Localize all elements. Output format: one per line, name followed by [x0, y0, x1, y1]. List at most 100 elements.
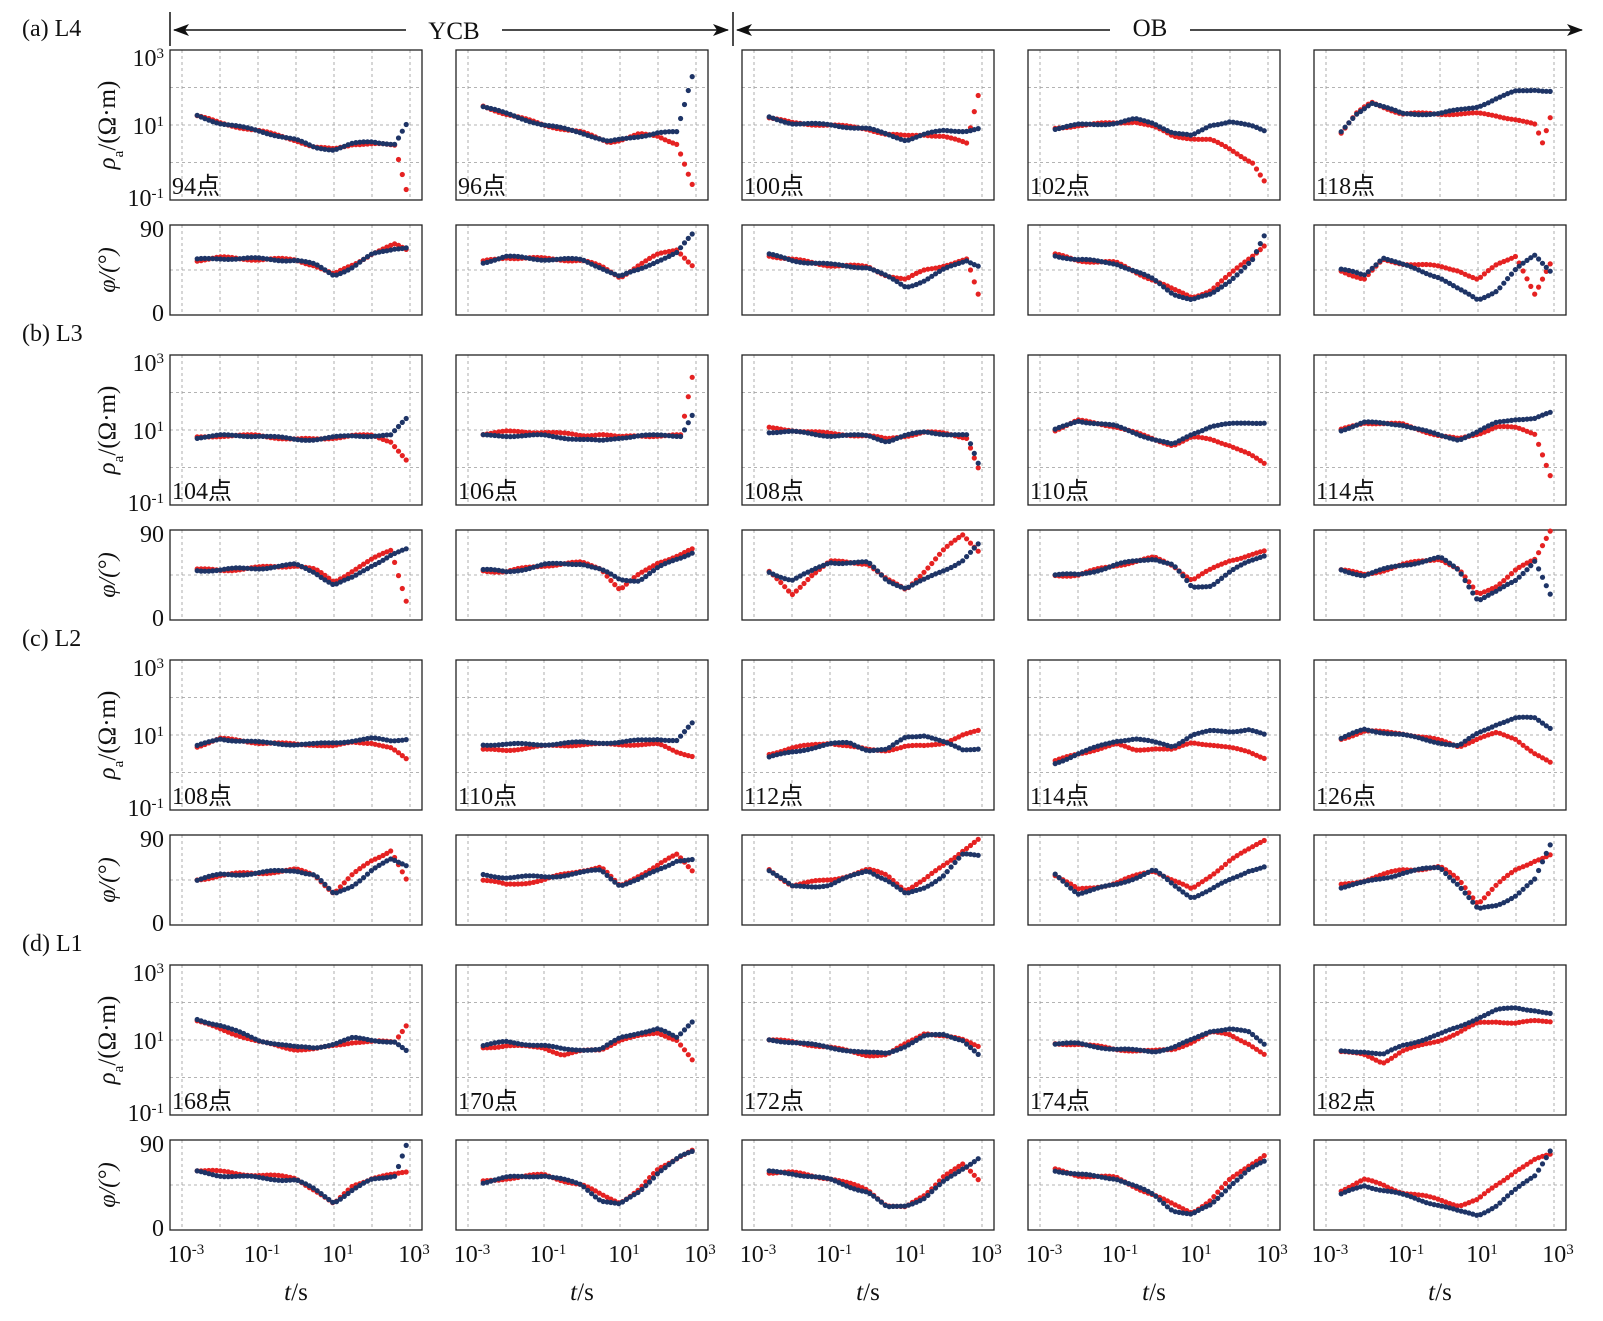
- phi-point: [384, 248, 390, 254]
- rho-point: [268, 132, 274, 138]
- rho-series-a: [1338, 1017, 1553, 1066]
- phi-point: [1215, 286, 1221, 293]
- phi-point: [1145, 273, 1151, 279]
- rho-point: [678, 433, 684, 440]
- phi-point: [399, 547, 405, 553]
- phi-point: [244, 255, 251, 261]
- rho-point: [898, 434, 904, 440]
- phi-grid: [170, 1140, 422, 1230]
- rho-point: [975, 1043, 981, 1049]
- phi-point: [917, 269, 923, 275]
- rho-point: [480, 104, 486, 110]
- rho-point: [1246, 122, 1252, 128]
- phi-point: [898, 281, 904, 287]
- phi-point: [1219, 278, 1225, 284]
- phi-point: [507, 253, 513, 259]
- rho-point: [1532, 87, 1538, 93]
- rho-tick-label: 101: [133, 724, 165, 750]
- phi-point: [206, 568, 212, 574]
- phi-point: [1536, 550, 1542, 556]
- phi-point: [534, 563, 541, 569]
- phi-point: [766, 251, 772, 257]
- rho-point: [287, 435, 293, 441]
- rho-point: [1203, 125, 1209, 131]
- phi-point: [1361, 276, 1367, 282]
- rho-point: [971, 450, 977, 456]
- panel-3-0: 168点: [169, 964, 423, 1231]
- rho-point: [225, 432, 231, 438]
- phi-point: [1462, 890, 1468, 896]
- rho-point: [789, 121, 796, 127]
- rho-point: [681, 161, 688, 167]
- phi-point: [1261, 548, 1267, 554]
- phi-point: [515, 568, 521, 574]
- rho-point: [337, 145, 343, 151]
- rho-point: [1520, 118, 1526, 124]
- phi-point: [658, 250, 664, 256]
- phi-point: [322, 267, 328, 273]
- phi-point: [1547, 842, 1553, 848]
- phi-series-b: [480, 1148, 695, 1207]
- x-axis-title: t/s: [284, 1279, 308, 1306]
- phi-point: [905, 275, 912, 281]
- rho-point: [1516, 117, 1522, 123]
- rho-point: [554, 429, 560, 436]
- phi-point: [1373, 262, 1379, 268]
- rho-point: [608, 432, 614, 438]
- phi-point: [1489, 886, 1495, 893]
- phi-point: [608, 270, 614, 276]
- rho-point: [635, 433, 641, 439]
- rho-point: [1466, 110, 1472, 116]
- phi-tick-label: 90: [140, 217, 164, 243]
- phi-point: [198, 255, 204, 262]
- rho-point: [395, 156, 402, 163]
- phi-point: [1412, 265, 1418, 271]
- rho-point: [689, 720, 695, 726]
- phi-point: [936, 551, 943, 557]
- rho-point: [678, 733, 684, 739]
- rho-point: [786, 428, 792, 434]
- phi-point: [975, 1156, 981, 1162]
- rho-point: [940, 127, 947, 133]
- rho-point: [260, 433, 266, 439]
- rho-point: [909, 430, 916, 436]
- rho-point: [357, 139, 363, 145]
- rho-point: [647, 132, 653, 138]
- phi-point: [1466, 894, 1472, 901]
- rho-point: [565, 430, 571, 436]
- phi-point: [1532, 876, 1538, 882]
- phi-point: [1404, 262, 1410, 268]
- rho-point: [871, 126, 877, 133]
- rho-series-b: [194, 1016, 409, 1053]
- phi-point: [1261, 1158, 1267, 1164]
- phi-point: [361, 568, 367, 574]
- phi-point: [384, 555, 390, 561]
- rho-point: [1261, 1041, 1267, 1047]
- rho-point: [612, 436, 618, 442]
- phi-point: [975, 548, 981, 554]
- phi-point: [1489, 265, 1495, 271]
- rho-point: [1392, 107, 1398, 113]
- phi-point: [936, 569, 943, 576]
- rho-point: [1547, 1010, 1553, 1017]
- phi-point: [353, 566, 359, 572]
- phi-series-a: [1052, 837, 1267, 892]
- phi-point: [573, 256, 579, 262]
- rho-point: [561, 435, 568, 442]
- phi-point: [936, 264, 943, 270]
- phi-point: [647, 565, 653, 571]
- phi-point: [326, 575, 332, 581]
- rho-point: [886, 438, 892, 444]
- rho-point: [604, 432, 610, 438]
- rho-point: [1064, 123, 1070, 129]
- phi-point: [233, 256, 239, 262]
- phi-point: [1261, 837, 1267, 844]
- phi-point: [496, 256, 502, 262]
- panel-3-4: 182点: [1313, 964, 1567, 1231]
- rho-point: [766, 424, 772, 430]
- rho-point: [921, 131, 927, 137]
- rho-point: [515, 433, 521, 439]
- phi-point: [392, 550, 398, 557]
- phi-point: [619, 577, 626, 583]
